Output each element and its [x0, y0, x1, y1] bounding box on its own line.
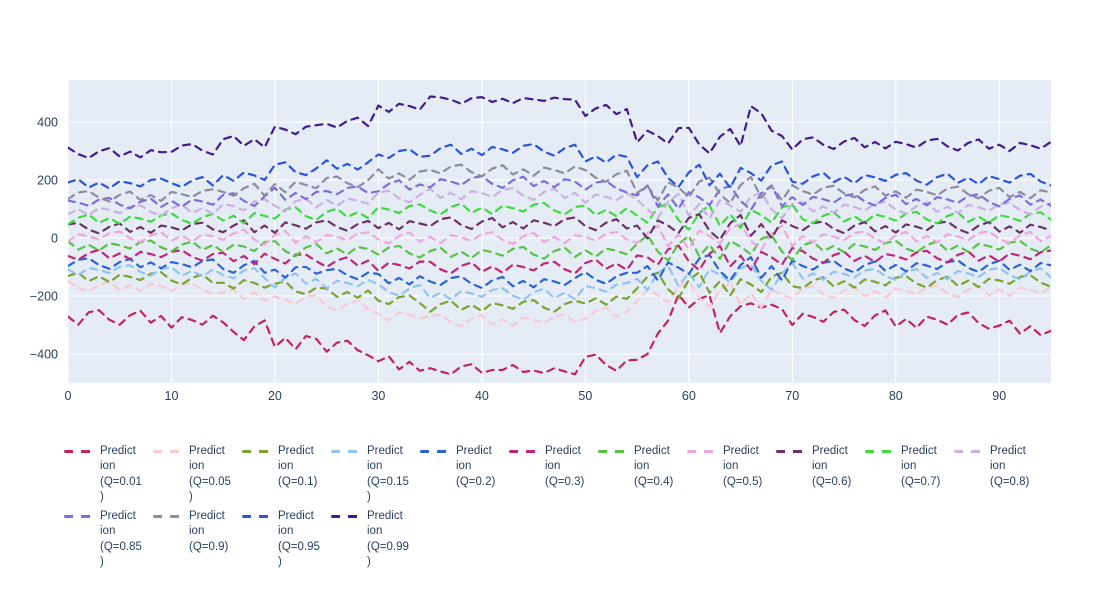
legend-label: Predict ion (Q=0.5): [723, 445, 763, 488]
x-tick-label: 60: [682, 389, 696, 403]
series-line-q0.7: [68, 201, 1051, 231]
x-tick-label: 90: [992, 389, 1006, 403]
x-tick-label: 10: [165, 389, 179, 403]
legend-item-q0.05[interactable]: Predict ion (Q=0.05 ): [153, 444, 242, 505]
legend-dash-swatch: [776, 450, 806, 453]
legend-dash-swatch: [153, 450, 183, 453]
legend-label: Predict ion (Q=0.95 ): [278, 510, 320, 568]
legend-dash-swatch: [598, 450, 628, 453]
legend-dash-swatch: [420, 450, 450, 453]
chart-canvas[interactable]: −400 −200 0 200 400 0 10 20 30 40 50 60 70 80 90: [0, 0, 1102, 440]
y-tick-label: −200: [30, 290, 58, 304]
legend-label: Predict ion (Q=0.15 ): [367, 445, 409, 503]
legend-item-q0.15[interactable]: Predict ion (Q=0.15 ): [331, 444, 420, 505]
plot-background: [68, 80, 1051, 383]
series-line-q0.95: [68, 143, 1051, 190]
y-tick-label: −400: [30, 348, 58, 362]
series-line-q0.8: [68, 187, 1051, 220]
series-line-q0.05: [68, 280, 1051, 328]
legend-dash-swatch: [242, 515, 272, 519]
y-tick-label: 200: [37, 174, 58, 188]
legend-label: Predict ion (Q=0.8): [990, 445, 1030, 488]
series-line-q0.9: [68, 163, 1051, 205]
legend-dash-swatch: [331, 450, 361, 453]
y-tick-label: 0: [51, 232, 58, 246]
legend-label: Predict ion (Q=0.05 ): [189, 445, 231, 503]
x-tick-label: 70: [785, 389, 799, 403]
legend-item-q0.6[interactable]: Predict ion (Q=0.6): [776, 444, 865, 505]
series-line-q0.4: [68, 234, 1051, 262]
x-tick-label: 0: [65, 389, 72, 403]
legend-dash-swatch: [865, 450, 895, 453]
legend: Predict ion (Q=0.01 ) Predict ion (Q=0.05…: [64, 444, 1069, 574]
legend-label: Predict ion (Q=0.1): [278, 445, 318, 488]
series-line-q0.15: [68, 261, 1051, 301]
legend-item-q0.7[interactable]: Predict ion (Q=0.7): [865, 444, 954, 505]
legend-label: Predict ion (Q=0.6): [812, 445, 852, 488]
legend-dash-swatch: [64, 515, 94, 519]
x-tick-label: 20: [268, 389, 282, 403]
series-line-q0.5: [68, 223, 1051, 251]
series-line-q0.85: [68, 175, 1051, 211]
legend-label: Predict ion (Q=0.01 ): [100, 445, 142, 503]
x-tick-label: 80: [889, 389, 903, 403]
legend-label: Predict ion (Q=0.9): [189, 510, 229, 553]
x-tick-label: 50: [578, 389, 592, 403]
y-tick-label: 400: [37, 116, 58, 130]
series-line-q0.6: [68, 213, 1051, 241]
series-line-q0.99: [68, 95, 1051, 160]
series-line-q0.01: [68, 293, 1051, 376]
legend-label: Predict ion (Q=0.2): [456, 445, 496, 488]
legend-item-q0.01[interactable]: Predict ion (Q=0.01 ): [64, 444, 153, 505]
legend-dash-swatch: [954, 450, 984, 453]
x-tick-label: 30: [371, 389, 385, 403]
legend-dash-swatch: [509, 450, 539, 453]
legend-item-q0.3[interactable]: Predict ion (Q=0.3): [509, 444, 598, 505]
series-line-q0.2: [68, 253, 1051, 289]
legend-label: Predict ion (Q=0.3): [545, 445, 585, 488]
legend-dash-swatch: [331, 515, 361, 519]
legend-item-q0.85[interactable]: Predict ion (Q=0.85 ): [64, 509, 153, 570]
legend-dash-swatch: [64, 450, 94, 453]
legend-dash-swatch: [687, 450, 717, 453]
legend-item-q0.99[interactable]: Predict ion (Q=0.99 ): [331, 509, 420, 570]
legend-item-q0.8[interactable]: Predict ion (Q=0.8): [954, 444, 1043, 505]
legend-dash-swatch: [242, 450, 272, 453]
legend-item-q0.1[interactable]: Predict ion (Q=0.1): [242, 444, 331, 505]
legend-dash-swatch: [153, 515, 183, 519]
legend-label: Predict ion (Q=0.85 ): [100, 510, 142, 568]
legend-label: Predict ion (Q=0.4): [634, 445, 674, 488]
series-line-q0.1: [68, 271, 1051, 313]
legend-item-q0.4[interactable]: Predict ion (Q=0.4): [598, 444, 687, 505]
legend-item-q0.9[interactable]: Predict ion (Q=0.9): [153, 509, 242, 570]
legend-item-q0.95[interactable]: Predict ion (Q=0.95 ): [242, 509, 331, 570]
series-line-q0.3: [68, 244, 1051, 275]
legend-item-q0.2[interactable]: Predict ion (Q=0.2): [420, 444, 509, 505]
legend-item-q0.5[interactable]: Predict ion (Q=0.5): [687, 444, 776, 505]
legend-label: Predict ion (Q=0.99 ): [367, 510, 409, 568]
legend-label: Predict ion (Q=0.7): [901, 445, 941, 488]
x-tick-label: 40: [475, 389, 489, 403]
